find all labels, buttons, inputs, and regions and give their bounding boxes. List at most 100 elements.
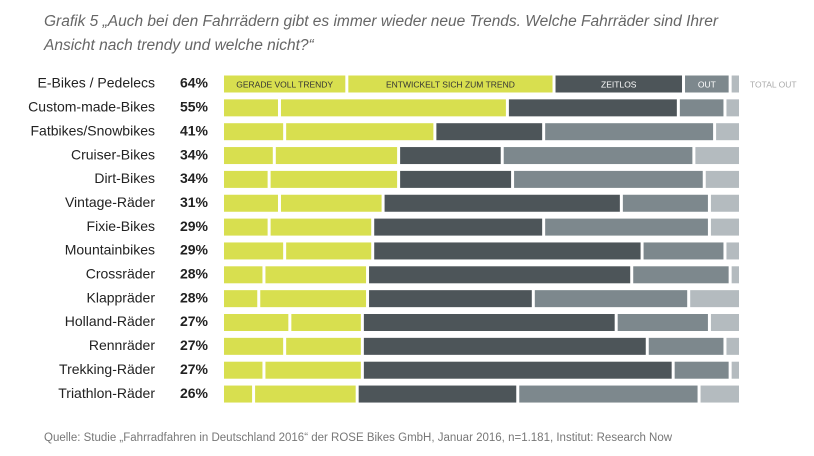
chart-title: Grafik 5 „Auch bei den Fahrrädern gibt e… — [44, 13, 719, 30]
bar-segment — [648, 337, 724, 355]
bar-segment — [224, 147, 273, 165]
chart-title: Ansicht nach trendy und welche nicht?“ — [43, 37, 315, 54]
bar-segment — [224, 170, 268, 188]
bar-segment — [348, 75, 553, 93]
bar-segment — [275, 147, 398, 165]
bar-segment — [265, 266, 367, 284]
bar-segment — [280, 99, 506, 117]
bar-segment — [363, 337, 646, 355]
trend-total: 29% — [180, 218, 209, 234]
bar-segment — [679, 99, 724, 117]
bar-segment — [265, 361, 361, 379]
category-label: Dirt-Bikes — [94, 170, 155, 186]
category-label: Trekking-Räder — [59, 361, 155, 377]
category-label: Mountainbikes — [65, 242, 155, 258]
bar-segment — [700, 385, 739, 403]
bar-segment — [291, 314, 361, 331]
bar-segment — [255, 385, 356, 403]
category-label: Crossräder — [86, 266, 156, 282]
legend-label: ZEITLOS — [601, 79, 637, 89]
category-label: Triathlon-Räder — [58, 385, 155, 401]
trend-total: 55% — [180, 99, 209, 115]
bar-segment — [224, 290, 258, 308]
trend-total: 27% — [180, 313, 209, 329]
bar-segment — [224, 361, 263, 379]
bar-segment — [695, 147, 739, 165]
bar-segment — [716, 123, 739, 141]
bar-segment — [224, 266, 263, 284]
bar-segment — [710, 218, 739, 236]
bar-segment — [224, 123, 284, 141]
bar-segment — [270, 170, 398, 188]
bar-segment — [374, 218, 543, 236]
bar-segment — [224, 242, 284, 260]
category-label: Rennräder — [89, 337, 155, 353]
category-label: Vintage-Räder — [65, 194, 155, 210]
bar-segment — [690, 290, 739, 308]
bar-segment — [555, 75, 683, 93]
bar-segment — [617, 314, 708, 331]
category-label: Klappräder — [87, 289, 156, 305]
category-label: Custom-made-Bikes — [28, 99, 155, 115]
trend-total: 31% — [180, 194, 209, 210]
bar-segment — [374, 242, 641, 260]
bar-segment — [224, 218, 268, 236]
trend-total: 27% — [180, 361, 209, 377]
bar-segment — [224, 99, 278, 117]
bar-segment — [400, 170, 512, 188]
bar-segment — [622, 194, 708, 212]
trend-total: 64% — [180, 75, 209, 91]
trend-total: 27% — [180, 337, 209, 353]
bar-segment — [519, 385, 698, 403]
bar-segment — [280, 194, 382, 212]
bar-segment — [731, 361, 739, 379]
bar-segment — [710, 194, 739, 212]
bar-segment — [503, 147, 693, 165]
bar-segment — [545, 218, 708, 236]
legend-label: ENTWICKELT SICH ZUM TREND — [386, 79, 515, 89]
bar-segment — [224, 337, 284, 355]
bar-segment — [545, 123, 714, 141]
bar-segment — [731, 266, 739, 284]
bar-segment — [400, 147, 501, 165]
trend-total: 34% — [180, 170, 209, 186]
bar-segment — [436, 123, 543, 141]
bar-segment — [384, 194, 620, 212]
bar-segment — [508, 99, 677, 117]
bar-segment — [369, 266, 631, 284]
bar-segment — [363, 314, 615, 331]
bar-segment — [369, 290, 532, 308]
bar-segment — [685, 75, 729, 93]
legend-label: OUT — [698, 79, 716, 89]
bar-segment — [286, 242, 372, 260]
bar-segment — [726, 242, 739, 260]
bar-segment — [270, 218, 372, 236]
category-label: Holland-Räder — [65, 313, 156, 329]
bar-segment — [224, 385, 253, 403]
bar-segment — [286, 337, 361, 355]
bar-segment — [726, 99, 739, 117]
bar-segment — [260, 290, 367, 308]
bar-segment — [726, 337, 739, 355]
bar-segment — [286, 123, 434, 141]
bar-segment — [224, 75, 346, 93]
bar-segment — [224, 194, 278, 212]
trend-total: 34% — [180, 146, 209, 162]
bar-segment — [363, 361, 672, 379]
trend-total: 28% — [180, 266, 209, 282]
bar-segment — [710, 314, 739, 331]
bar-segment — [224, 314, 289, 331]
category-label: E-Bikes / Pedelecs — [38, 75, 156, 91]
bar-segment — [358, 385, 517, 403]
legend-label: TOTAL OUT — [750, 79, 797, 89]
trend-total: 41% — [180, 122, 209, 138]
bar-segment — [731, 75, 739, 93]
category-label: Fatbikes/Snowbikes — [30, 122, 155, 138]
trend-total: 29% — [180, 242, 209, 258]
trend-total: 28% — [180, 289, 209, 305]
source: Quelle: Studie „Fahrradfahren in Deutsch… — [44, 432, 673, 444]
bar-segment — [534, 290, 688, 308]
category-label: Cruiser-Bikes — [71, 146, 155, 162]
bar-segment — [705, 170, 739, 188]
